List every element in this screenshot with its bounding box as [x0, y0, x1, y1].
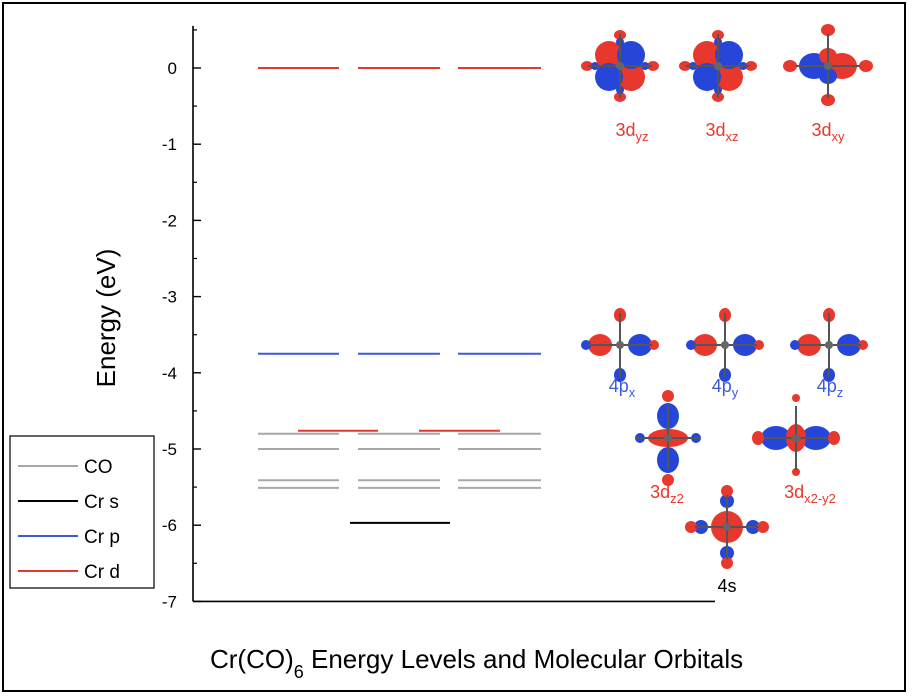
y-tick-label: -4	[162, 364, 177, 383]
orbital-label: 3dxz	[705, 120, 738, 144]
orbital-lobe	[715, 63, 743, 91]
metal-atom	[721, 341, 729, 349]
orbital-lobe	[745, 61, 757, 71]
y-tick-label: -6	[162, 516, 177, 535]
legend-label: CO	[84, 457, 113, 478]
orbital-image	[783, 24, 873, 106]
orbital-lobe	[662, 474, 674, 486]
legend: CO Cr s Cr p Cr d	[9, 435, 155, 589]
y-axis: 0 -1 -2 -3 -4 -5 -6 -7	[162, 25, 715, 611]
orbital-lobe	[581, 340, 591, 350]
orbital-image	[790, 308, 868, 382]
metal-atom	[714, 62, 722, 70]
orbital-images: 3dyz 3dxz 3dxy 4px 4py 4pz 3dz2 3dx2-y2 4s	[581, 24, 873, 596]
orbital-lobe	[754, 340, 764, 350]
orbital-lobe	[752, 431, 764, 445]
y-tick-label: -1	[162, 135, 177, 154]
caption-sub: 6	[294, 662, 304, 682]
orbital-lobe	[821, 94, 835, 106]
orbital-lobe	[783, 60, 797, 72]
orbital-lobe	[595, 41, 623, 69]
orbital-lobe	[721, 485, 733, 497]
orbital-lobe	[821, 24, 835, 36]
orbital-label: 4s	[717, 576, 736, 596]
orbital-label: 4pz	[817, 376, 844, 400]
y-tick-label: -3	[162, 288, 177, 307]
orbital-lobe	[649, 340, 659, 350]
orbital-label: 3dxy	[811, 120, 845, 144]
orbital-lobe	[792, 394, 800, 402]
orbital-label: 4py	[712, 376, 739, 400]
orbital-image	[581, 30, 659, 102]
metal-atom	[825, 341, 833, 349]
orbital-lobe	[790, 340, 800, 350]
y-axis-title: Energy (eV)	[91, 249, 121, 388]
orbital-label: 4px	[609, 376, 636, 400]
orbital-lobe	[679, 61, 691, 71]
orbital-lobe	[617, 41, 645, 69]
orbital-lobe	[662, 390, 674, 402]
metal-atom	[616, 62, 624, 70]
orbital-lobe	[685, 521, 697, 533]
orbital-image	[752, 394, 840, 476]
metal-atom	[723, 523, 731, 531]
orbital-lobe	[693, 63, 721, 91]
orbital-lobe	[715, 41, 743, 69]
metal-atom	[824, 62, 832, 70]
orbital-lobe	[859, 60, 873, 72]
orbital-lobe	[792, 468, 800, 476]
energy-levels	[258, 67, 541, 524]
legend-label: Cr d	[84, 562, 120, 583]
orbital-label: 3dyz	[615, 120, 648, 144]
caption-pre: Cr(CO)	[210, 644, 294, 674]
metal-atom	[792, 434, 800, 442]
orbital-image	[635, 390, 701, 486]
legend-label: Cr s	[84, 492, 119, 513]
orbital-lobe	[828, 431, 840, 445]
y-tick-label: -2	[162, 211, 177, 230]
metal-atom	[664, 434, 672, 442]
orbital-lobe	[617, 63, 645, 91]
legend-label: Cr p	[84, 527, 120, 548]
orbital-label: 3dz2	[650, 482, 684, 506]
orbital-lobe	[721, 557, 733, 569]
metal-atom	[616, 341, 624, 349]
legend-box	[9, 435, 155, 589]
orbital-lobe	[595, 63, 623, 91]
orbital-lobe	[647, 61, 659, 71]
orbital-lobe	[693, 41, 721, 69]
y-tick-label: -7	[162, 592, 177, 611]
orbital-lobe	[757, 521, 769, 533]
orbital-image	[686, 308, 764, 382]
y-tick-label: -5	[162, 440, 177, 459]
orbital-lobe	[581, 61, 593, 71]
orbital-lobe	[858, 340, 868, 350]
orbital-image	[679, 30, 757, 102]
orbital-image	[581, 308, 659, 382]
figure-caption: Cr(CO)6 Energy Levels and Molecular Orbi…	[210, 644, 743, 682]
y-tick-label: 0	[168, 59, 177, 78]
orbital-image	[685, 485, 769, 569]
orbital-lobe	[686, 340, 696, 350]
caption-post: Energy Levels and Molecular Orbitals	[304, 644, 743, 674]
figure-frame	[2, 2, 906, 692]
orbital-label: 3dx2-y2	[784, 482, 836, 506]
